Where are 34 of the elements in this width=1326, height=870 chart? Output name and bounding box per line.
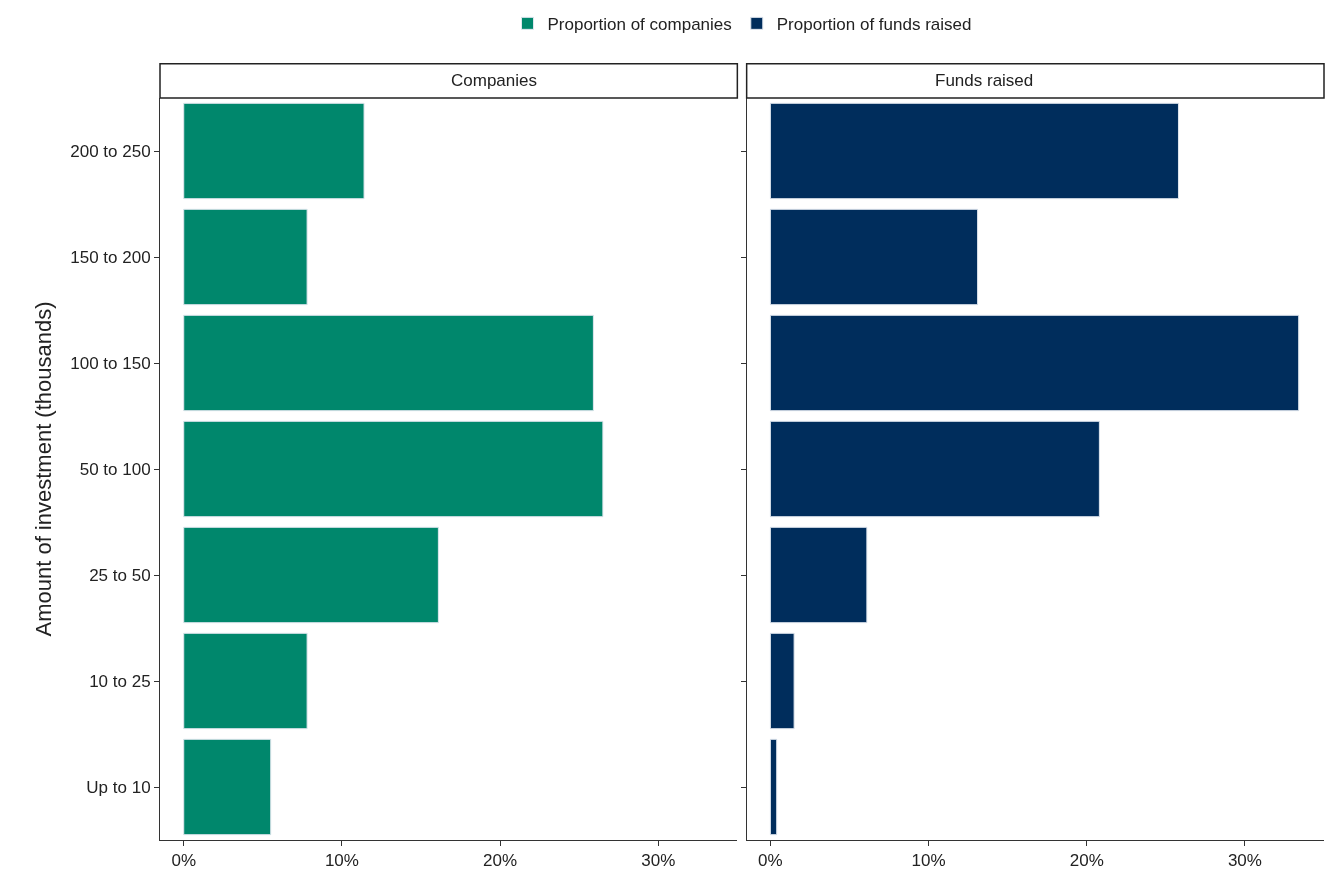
y-tick-label: 100 to 150	[70, 353, 151, 373]
x-tick-label: 10%	[911, 851, 946, 870]
bar	[769, 208, 979, 306]
bar	[183, 526, 439, 624]
y-tick-label: Up to 10	[86, 777, 151, 797]
bar	[769, 314, 1300, 412]
y-tick-label: 150 to 200	[70, 247, 151, 267]
bar	[183, 102, 365, 200]
y-tick-label: 200 to 250	[70, 141, 151, 161]
chart-title: Companies	[451, 71, 537, 90]
bar	[183, 208, 308, 306]
chart-title: Funds raised	[935, 71, 1034, 90]
bar	[183, 738, 272, 836]
bar	[183, 314, 594, 412]
y-tick-label: 25 to 50	[89, 565, 151, 585]
x-tick-label: 30%	[641, 851, 676, 870]
y-tick-label: 10 to 25	[89, 671, 151, 691]
x-tick-label: 10%	[324, 851, 359, 870]
bar	[183, 632, 308, 730]
y-tick-label: 50 to 100	[79, 459, 151, 479]
legend-label: Proportion of funds raised	[776, 14, 972, 34]
y-axis-title: Amount of investment (thousands)	[31, 301, 57, 637]
bar	[769, 102, 1179, 200]
bar	[769, 632, 795, 730]
x-tick-label: 30%	[1227, 851, 1262, 870]
x-tick-label: 20%	[483, 851, 518, 870]
legend-label: Proportion of companies	[547, 14, 732, 34]
bar	[769, 738, 778, 836]
x-tick-label: 0%	[171, 851, 197, 870]
x-tick-label: 0%	[758, 851, 783, 870]
bar	[183, 420, 604, 518]
bar	[769, 526, 868, 624]
bar	[769, 420, 1100, 518]
x-tick-label: 20%	[1069, 851, 1104, 870]
